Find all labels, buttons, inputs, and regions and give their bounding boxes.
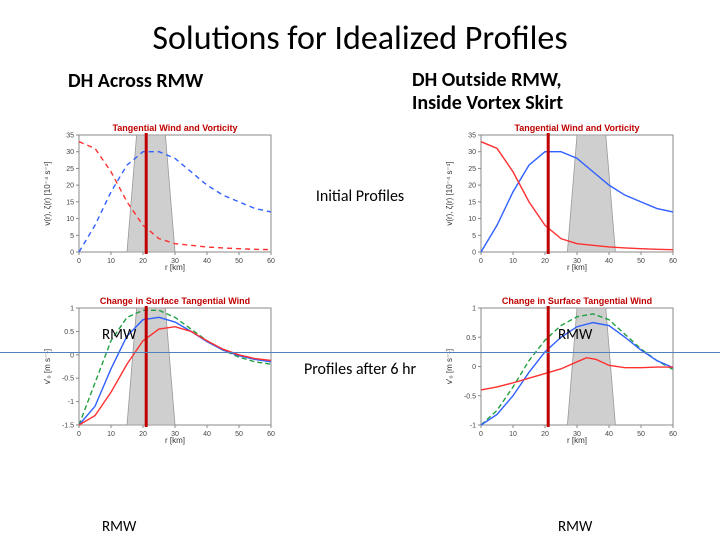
chart-top-left: 010203040506005101520253035r [km]v(r), ζ… — [38, 119, 280, 274]
svg-text:0: 0 — [70, 250, 74, 257]
svg-text:0: 0 — [479, 431, 483, 438]
svg-text:60: 60 — [669, 431, 677, 438]
svg-text:10: 10 — [66, 216, 74, 223]
svg-text:5: 5 — [70, 233, 74, 240]
svg-text:40: 40 — [203, 258, 211, 265]
svg-text:10: 10 — [509, 258, 517, 265]
svg-text:40: 40 — [203, 431, 211, 438]
svg-text:-1: -1 — [68, 399, 74, 406]
svg-text:50: 50 — [235, 258, 243, 265]
svg-text:10: 10 — [107, 258, 115, 265]
rmw-caption-top-right: RMW — [558, 326, 592, 344]
svg-text:r [km]: r [km] — [165, 263, 185, 272]
svg-text:20: 20 — [139, 431, 147, 438]
rmw-caption-top-left: RMW — [102, 326, 136, 344]
chart-bottom-right: 0102030405060-1-0.500.51r [km]v'₀ [m s⁻¹… — [440, 292, 682, 447]
svg-text:1: 1 — [70, 306, 74, 313]
right-column-header: DH Outside RMW,Inside Vortex Skirt — [412, 69, 672, 115]
svg-text:50: 50 — [637, 258, 645, 265]
svg-text:15: 15 — [66, 199, 74, 206]
svg-text:25: 25 — [66, 166, 74, 173]
svg-text:0: 0 — [77, 431, 81, 438]
svg-text:r [km]: r [km] — [567, 263, 587, 272]
svg-text:r [km]: r [km] — [165, 436, 185, 445]
svg-text:35: 35 — [468, 133, 476, 140]
svg-text:60: 60 — [267, 431, 275, 438]
separator-line — [0, 352, 720, 353]
svg-text:0.5: 0.5 — [64, 329, 74, 336]
left-column-header: DH Across RMW — [48, 69, 308, 115]
svg-text:10: 10 — [509, 431, 517, 438]
svg-text:30: 30 — [468, 149, 476, 156]
svg-text:r [km]: r [km] — [567, 436, 587, 445]
svg-text:35: 35 — [66, 133, 74, 140]
svg-text:v(r), ζ(r) [10⁻⁴ s⁻¹]: v(r), ζ(r) [10⁻⁴ s⁻¹] — [445, 161, 454, 225]
svg-text:0.5: 0.5 — [466, 335, 476, 342]
svg-text:25: 25 — [468, 166, 476, 173]
rmw-caption-bottom-right: RMW — [558, 518, 592, 536]
svg-text:-1.5: -1.5 — [62, 423, 74, 430]
svg-text:60: 60 — [267, 258, 275, 265]
svg-text:20: 20 — [66, 183, 74, 190]
svg-text:20: 20 — [468, 183, 476, 190]
svg-text:-0.5: -0.5 — [62, 376, 74, 383]
svg-text:0: 0 — [70, 352, 74, 359]
svg-text:40: 40 — [605, 258, 613, 265]
column-headers: DH Across RMW DH Outside RMW,Inside Vort… — [0, 69, 720, 119]
chart-bottom-left: 0102030405060-1.5-1-0.500.51r [km]v'₀ [m… — [38, 292, 280, 447]
svg-text:Change in Surface Tangential W: Change in Surface Tangential Wind — [502, 296, 652, 306]
chart-grid: 010203040506005101520253035r [km]v(r), ζ… — [0, 119, 720, 447]
svg-text:20: 20 — [139, 258, 147, 265]
svg-text:60: 60 — [669, 258, 677, 265]
svg-text:0: 0 — [479, 258, 483, 265]
chart-top-right: 010203040506005101520253035r [km]v(r), ζ… — [440, 119, 682, 274]
svg-text:10: 10 — [107, 431, 115, 438]
svg-text:v'₀ [m s⁻¹]: v'₀ [m s⁻¹] — [43, 349, 52, 384]
svg-text:30: 30 — [66, 149, 74, 156]
svg-text:1: 1 — [472, 306, 476, 313]
svg-text:15: 15 — [468, 199, 476, 206]
svg-text:5: 5 — [472, 233, 476, 240]
svg-text:0: 0 — [472, 364, 476, 371]
svg-text:20: 20 — [541, 431, 549, 438]
row-label-bottom: Profiles after 6 hr — [280, 292, 440, 447]
rmw-caption-bottom-left: RMW — [102, 518, 136, 536]
svg-text:Tangential Wind and Vorticity: Tangential Wind and Vorticity — [514, 123, 639, 133]
svg-text:20: 20 — [541, 258, 549, 265]
svg-text:40: 40 — [605, 431, 613, 438]
svg-text:10: 10 — [468, 216, 476, 223]
row-label-top: Initial Profiles — [280, 119, 440, 274]
svg-text:v(r), ζ(r) [10⁻⁴ s⁻¹]: v(r), ζ(r) [10⁻⁴ s⁻¹] — [43, 161, 52, 225]
svg-text:Change in Surface Tangential W: Change in Surface Tangential Wind — [100, 296, 250, 306]
svg-text:50: 50 — [637, 431, 645, 438]
svg-text:0: 0 — [472, 250, 476, 257]
svg-text:Tangential Wind and Vorticity: Tangential Wind and Vorticity — [112, 123, 237, 133]
slide-title: Solutions for Idealized Profiles — [0, 0, 720, 69]
svg-text:v'₀ [m s⁻¹]: v'₀ [m s⁻¹] — [445, 349, 454, 384]
svg-text:0: 0 — [77, 258, 81, 265]
svg-text:50: 50 — [235, 431, 243, 438]
svg-text:-0.5: -0.5 — [464, 393, 476, 400]
svg-text:-1: -1 — [470, 423, 476, 430]
